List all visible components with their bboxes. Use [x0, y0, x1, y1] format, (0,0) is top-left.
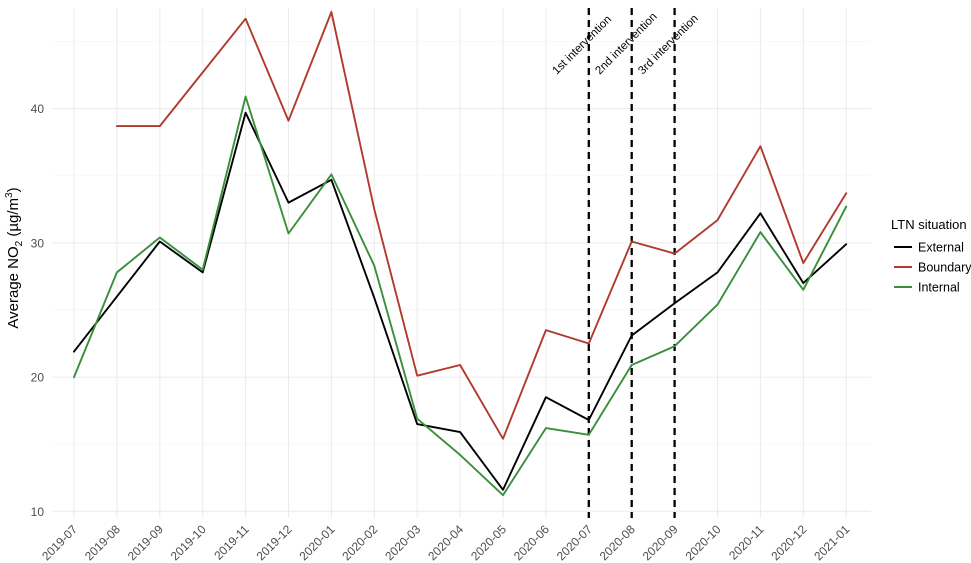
y-tick-label: 20 — [31, 371, 45, 385]
series-line-external — [73, 111, 848, 491]
x-tick-label: 2019-07 — [39, 522, 80, 563]
x-tick-label: 2020-05 — [468, 522, 509, 563]
x-tick-label: 2020-06 — [511, 522, 552, 563]
x-tick-label: 2019-10 — [168, 522, 209, 563]
legend: LTN situation External Boundary Internal — [891, 217, 971, 295]
x-tick-label: 2021-01 — [811, 522, 852, 563]
x-tick-label: 2020-07 — [554, 522, 595, 563]
x-tick-label: 2020-09 — [640, 522, 681, 563]
x-tick-label: 2020-02 — [339, 522, 380, 563]
y-axis-label: Average NO2 (µg/m3) — [4, 187, 25, 328]
x-tick-label: 2020-01 — [296, 522, 337, 563]
series-line-boundary — [115, 11, 848, 440]
legend-title: LTN situation — [891, 217, 967, 232]
x-tick-label: 2019-09 — [125, 522, 166, 563]
x-tick-label: 2019-08 — [82, 522, 123, 563]
y-tick-label: 40 — [31, 102, 45, 116]
y-tick-label: 30 — [31, 236, 45, 250]
ylabel-part: Average NO — [5, 246, 22, 328]
x-tick-label: 2020-04 — [425, 522, 466, 563]
ylabel-part: ) — [5, 187, 22, 192]
x-tick-label: 2019-11 — [211, 522, 252, 563]
x-tick-label: 2020-10 — [683, 522, 724, 563]
x-axis-ticks: 2019-07 2019-08 2019-09 2019-10 2019-11 2019-… — [39, 522, 852, 563]
x-tick-label: 2020-08 — [597, 522, 638, 563]
ylabel-subscript: 2 — [14, 240, 25, 246]
x-tick-label: 2019-12 — [254, 522, 295, 563]
series-lines — [73, 11, 848, 497]
intervention-lines — [587, 8, 676, 518]
y-tick-label: 10 — [31, 505, 45, 519]
legend-label-external: External — [918, 241, 964, 255]
ylabel-part: (µg/m — [5, 198, 22, 241]
series-line-internal — [73, 95, 848, 497]
y-axis-ticks: 10 20 30 40 — [31, 102, 45, 519]
legend-label-boundary: Boundary — [918, 261, 971, 275]
x-tick-label: 2020-03 — [382, 522, 423, 563]
x-tick-label: 2020-12 — [768, 522, 809, 563]
ylabel-superscript: 3 — [4, 192, 15, 198]
grid — [52, 8, 871, 518]
legend-label-internal: Internal — [918, 281, 960, 295]
x-tick-label: 2020-11 — [726, 522, 767, 563]
